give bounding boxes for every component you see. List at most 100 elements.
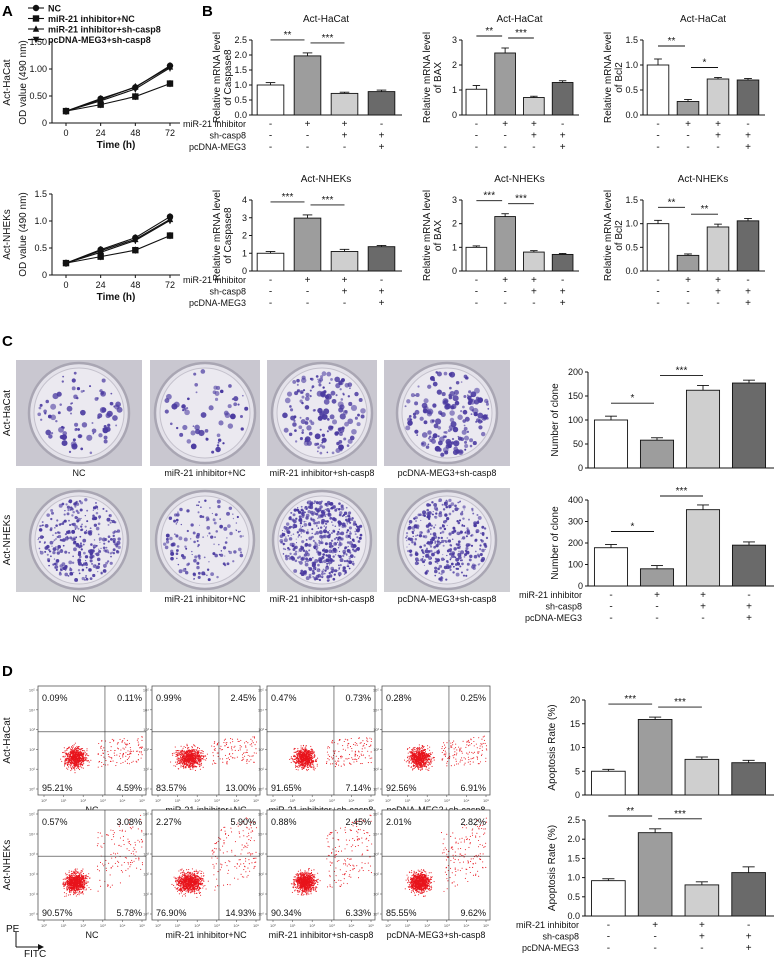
event-dot [200, 763, 203, 765]
event-dot [180, 759, 182, 761]
event-dot [193, 750, 195, 752]
colony [186, 563, 190, 567]
event-dot [246, 759, 248, 761]
colony [423, 398, 429, 404]
colony [467, 394, 469, 397]
colony [103, 439, 108, 444]
colony [331, 568, 335, 573]
event-dot [179, 762, 181, 764]
colony [324, 508, 326, 511]
colony [239, 414, 243, 419]
colony [53, 541, 55, 543]
event-dot [252, 742, 254, 744]
legend-marker [32, 36, 40, 44]
colony [308, 431, 313, 436]
colony [437, 567, 440, 571]
flow-plot: 10⁰10⁰10¹10¹10²10²10³10³10⁴10⁴10⁵10⁵0.99… [143, 685, 261, 815]
colony [110, 519, 112, 522]
event-dot [304, 764, 307, 767]
event-dot [203, 757, 205, 759]
event-dot [244, 755, 246, 757]
colony [69, 523, 72, 526]
colony [286, 526, 288, 528]
event-dot [230, 747, 233, 749]
event-dot [195, 751, 197, 753]
colony [311, 386, 314, 389]
event-dot [181, 759, 183, 761]
colony [346, 559, 349, 563]
treatment-sign: - [269, 287, 272, 298]
event-dot [194, 769, 196, 771]
colony [292, 422, 297, 427]
colony [344, 421, 349, 427]
colony [436, 389, 442, 395]
colony [405, 532, 409, 535]
event-dot [76, 760, 78, 762]
colony [38, 536, 41, 538]
event-dot [82, 758, 85, 760]
y-axis-label: OD value (490 nm) [18, 192, 29, 276]
colony [295, 517, 298, 520]
colony [56, 391, 62, 397]
colony [287, 555, 290, 558]
event-dot [88, 755, 90, 757]
bar [367, 91, 396, 116]
event-dot [301, 764, 303, 766]
event-dot [189, 765, 191, 767]
colony [320, 575, 324, 578]
y-tick-label: 10² [29, 747, 35, 752]
colony [232, 513, 234, 515]
event-dot [185, 746, 187, 749]
colony [408, 538, 411, 541]
colony [305, 557, 309, 561]
event-dot [295, 766, 297, 768]
event-dot [227, 746, 229, 748]
colony [340, 531, 345, 536]
colony [407, 526, 411, 531]
colony [60, 549, 63, 551]
colony [102, 563, 107, 568]
colony [456, 567, 460, 571]
treatment-sign: + [531, 119, 537, 130]
event-dot [217, 755, 219, 757]
colony [186, 406, 189, 410]
colony [336, 507, 338, 510]
event-dot [292, 759, 294, 761]
event-dot [239, 745, 241, 747]
x-tick-label: 10³ [100, 798, 106, 803]
colony [323, 398, 330, 405]
colony [193, 540, 196, 544]
colony [343, 566, 346, 569]
event-dot [194, 754, 196, 756]
y-tick-label: 3 [452, 195, 457, 205]
event-dot [83, 750, 85, 752]
colony [292, 380, 297, 384]
colony [342, 568, 346, 573]
colony [48, 564, 50, 567]
event-dot [177, 758, 179, 760]
colony [42, 524, 44, 526]
colony [51, 545, 53, 547]
colony [285, 522, 290, 526]
treatment-sign: + [699, 932, 705, 943]
colony [235, 522, 238, 524]
colony [291, 556, 296, 561]
treatment-sign: + [746, 943, 752, 954]
colony [312, 409, 316, 412]
colony [320, 375, 324, 379]
legend-entry: miR-21 inhibitor+NC [48, 14, 135, 24]
colony [332, 505, 336, 509]
colony [175, 552, 179, 556]
event-dot [186, 764, 188, 766]
event-dot [135, 750, 138, 752]
event-dot [74, 772, 76, 774]
event-dot [358, 750, 360, 752]
treatment-sign: - [532, 142, 535, 153]
quadrant-lr-percent: 4.59% [116, 783, 142, 793]
colony [465, 546, 469, 550]
colony [454, 556, 457, 559]
colony [322, 561, 324, 563]
